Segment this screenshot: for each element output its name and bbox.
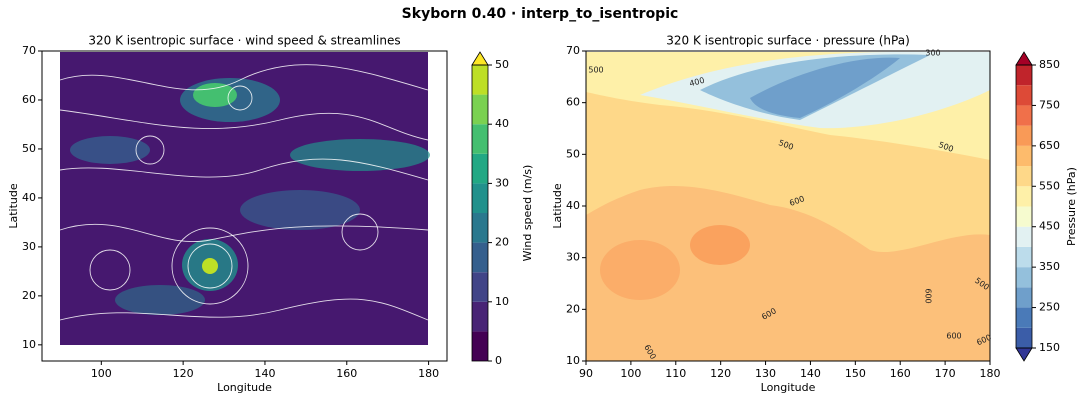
y-tick-label: 30 (22, 240, 36, 253)
colorbar-tick-label: 20 (495, 236, 509, 249)
x-axis-label: Longitude (217, 381, 272, 394)
x-tick-label: 140 (800, 367, 821, 380)
colorbar-tick-label: 30 (495, 176, 509, 189)
colorbar-band (1016, 206, 1032, 227)
colorbar-tick-label: 350 (1039, 260, 1060, 273)
colorbar-band (472, 153, 488, 184)
contour-label: 300 (925, 49, 940, 58)
axes-frame (41, 50, 448, 362)
colorbar-band (472, 94, 488, 125)
colorbar-extend-max (471, 51, 489, 66)
axes-title: 320 K isentropic surface · pressure (hPa… (666, 34, 910, 48)
figure-title: Skyborn 0.40 · interp_to_isentropic (402, 6, 679, 22)
colorbar-band (1016, 186, 1032, 207)
pressure-field (586, 52, 990, 361)
axes-title: 320 K isentropic surface · wind speed & … (88, 34, 400, 48)
contour-label: 500 (588, 66, 603, 75)
contour-label: 400 (688, 76, 705, 89)
colorbar-tick-label: 750 (1039, 98, 1060, 111)
y-tick-label: 40 (566, 199, 580, 212)
x-tick-label: 110 (665, 367, 686, 380)
contour-label: 600 (946, 332, 961, 341)
colorbar-tick-label: 650 (1039, 139, 1060, 152)
y-tick-label: 70 (566, 44, 580, 57)
x-tick-label: 90 (579, 367, 593, 380)
colorbar-tick-label: 0 (495, 354, 502, 367)
colorbar-band (1016, 246, 1032, 268)
colorbar-band (1016, 327, 1032, 348)
x-tick-label: 180 (980, 367, 1001, 380)
y-tick-label: 60 (566, 96, 580, 109)
x-tick-label: 100 (620, 367, 641, 380)
x-tick-label: 150 (845, 367, 866, 380)
colorbar-band (1016, 85, 1032, 106)
y-tick-label: 10 (22, 338, 36, 351)
y-axis-label: Latitude (7, 183, 20, 229)
x-tick-label: 120 (173, 367, 194, 380)
colorbar-tick-label: 10 (495, 295, 509, 308)
colorbar-frame (1015, 64, 1033, 349)
colorbar-band (1016, 105, 1032, 126)
colorbar-tick-label: 50 (495, 58, 509, 71)
colorbar-tick-label: 250 (1039, 301, 1060, 314)
colorbar-band (1016, 226, 1032, 247)
colorbar-band (1016, 287, 1032, 308)
x-tick-label: 100 (91, 367, 112, 380)
wind-field (59, 52, 430, 345)
y-tick-label: 10 (566, 354, 580, 367)
y-tick-label: 70 (22, 44, 36, 57)
colorbar-label: Wind speed (m/s) (521, 165, 534, 262)
colorbar-band (472, 124, 488, 154)
y-tick-label: 30 (566, 251, 580, 264)
colorbar-band (1016, 166, 1032, 187)
colorbar-band (472, 301, 488, 332)
colorbar-tick-label: 40 (495, 117, 509, 130)
x-tick-label: 160 (890, 367, 911, 380)
colorbar-tick-label: 850 (1039, 58, 1060, 71)
x-tick-label: 160 (336, 367, 357, 380)
x-tick-label: 120 (710, 367, 731, 380)
x-tick-label: 130 (755, 367, 776, 380)
colorbar-label: Pressure (hPa) (1065, 167, 1078, 246)
colorbar-band (1016, 307, 1032, 328)
colorbar-band (1016, 145, 1032, 167)
y-axis-label: Latitude (551, 183, 564, 229)
y-tick-label: 50 (22, 142, 36, 155)
x-tick-label: 140 (254, 367, 275, 380)
axes-frame (585, 50, 991, 362)
x-tick-label: 180 (418, 367, 439, 380)
x-tick-label: 170 (935, 367, 956, 380)
colorbar-tick-label: 150 (1039, 341, 1060, 354)
x-axis-label: Longitude (761, 381, 816, 394)
contour-label: 600 (924, 288, 933, 303)
colorbar-frame (471, 64, 489, 362)
colorbar-band (472, 183, 488, 213)
colorbar-band (472, 65, 488, 95)
colorbar-band (472, 331, 488, 361)
colorbar-band (472, 242, 488, 273)
colorbar-band (472, 213, 488, 243)
y-tick-label: 20 (566, 302, 580, 315)
colorbar-extend-min (1015, 347, 1033, 362)
colorbar-band (1016, 125, 1032, 146)
colorbar-tick-label: 550 (1039, 179, 1060, 192)
colorbar-tick-label: 450 (1039, 220, 1060, 233)
y-tick-label: 20 (22, 289, 36, 302)
colorbar-band (472, 272, 488, 302)
colorbar-extend-max (1015, 51, 1033, 66)
y-tick-label: 60 (22, 93, 36, 106)
colorbar-band (1016, 65, 1032, 86)
y-tick-label: 40 (22, 191, 36, 204)
colorbar-band (1016, 267, 1032, 288)
y-tick-label: 50 (566, 147, 580, 160)
